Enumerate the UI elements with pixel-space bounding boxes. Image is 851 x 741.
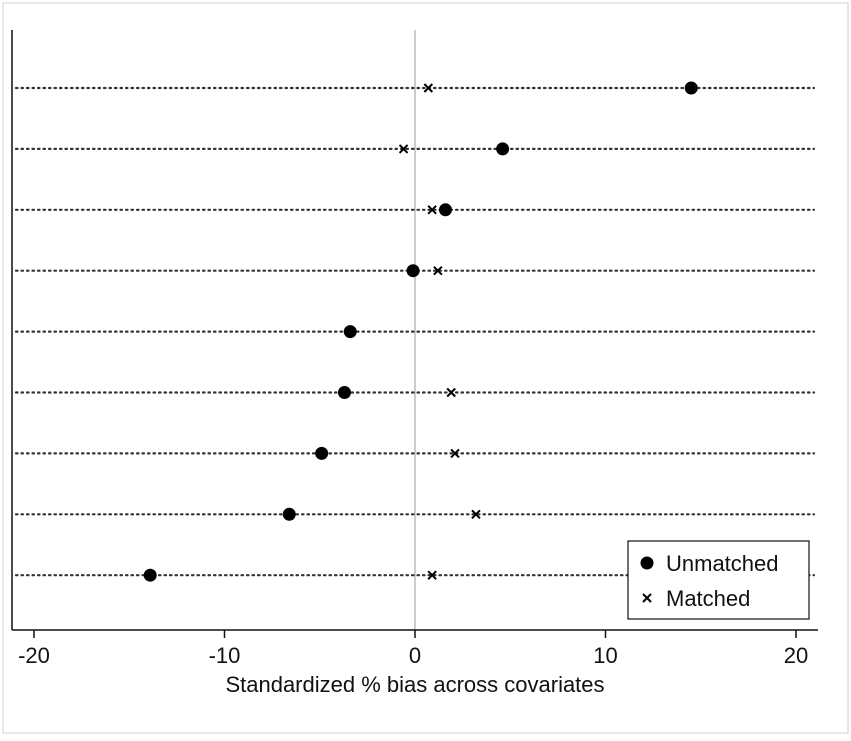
unmatched-point [143, 568, 157, 582]
unmatched-point [282, 507, 296, 521]
matched-point [427, 205, 437, 215]
legend-unmatched-marker [640, 556, 654, 570]
matched-point [450, 448, 460, 459]
matched-point [423, 83, 434, 93]
unmatched-point [343, 325, 357, 339]
grid-layer [14, 86, 816, 577]
legend-matched-marker [642, 593, 652, 603]
unmatched-point [438, 203, 452, 217]
matched-point [398, 144, 409, 154]
unmatched-point [406, 264, 420, 278]
matched-point [471, 509, 481, 520]
unmatched-point [496, 142, 510, 156]
x-tick-label: -20 [18, 643, 50, 668]
markers [143, 81, 698, 582]
x-tick-label: -10 [209, 643, 241, 668]
x-tick-label: 0 [409, 643, 421, 668]
matched-point [446, 387, 456, 398]
unmatched-point [338, 386, 352, 399]
x-axis-label: Standardized % bias across covariates [225, 672, 604, 697]
x-tick-label: 20 [784, 643, 808, 668]
unmatched-point [684, 81, 698, 95]
legend-box [627, 540, 810, 620]
x-tick-label: 10 [593, 643, 617, 668]
x-axis-ticks: -20 -10 0 10 20 [18, 630, 808, 668]
matched-point [427, 570, 437, 580]
legend-label-unmatched: Unmatched [666, 551, 779, 576]
matched-point [433, 265, 443, 276]
legend: Unmatched Matched [627, 540, 810, 620]
unmatched-point [315, 446, 329, 460]
legend-label-matched: Matched [666, 586, 750, 611]
